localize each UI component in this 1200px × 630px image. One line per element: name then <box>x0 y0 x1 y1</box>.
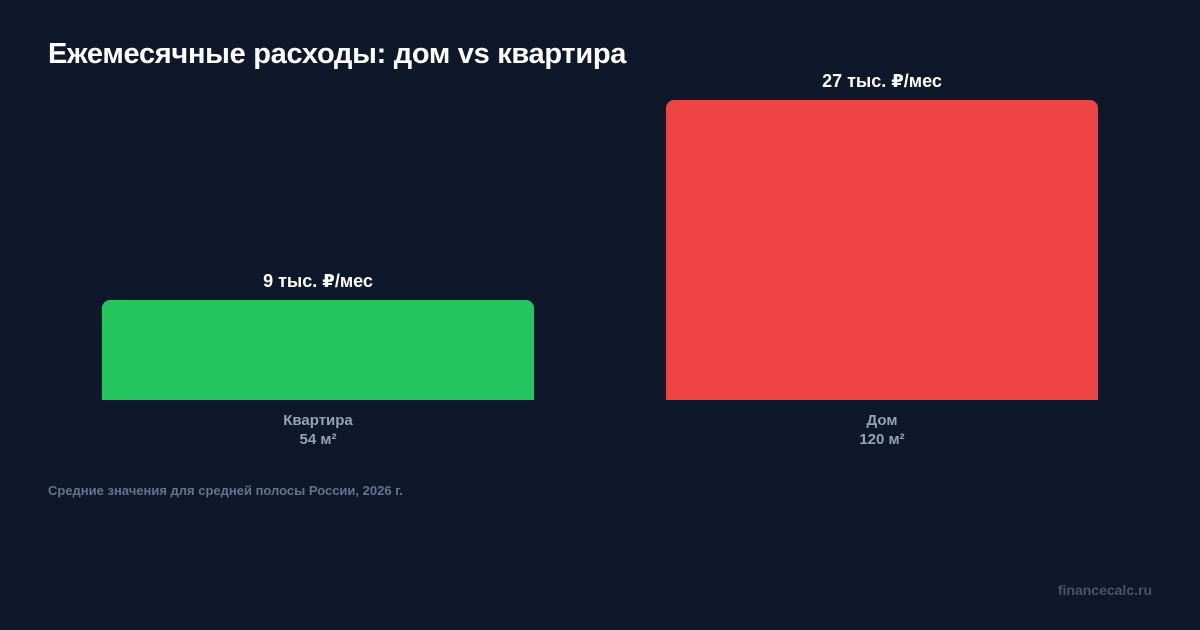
category-label: Дом 120 м² <box>666 411 1098 449</box>
bar-value-label: 27 тыс. ₽/мес <box>822 71 942 91</box>
source-label: financecalc.ru <box>1057 582 1152 598</box>
footnote: Средние значения для средней полосы Росс… <box>48 483 403 498</box>
category-name: Квартира <box>283 412 353 429</box>
bar-column: 27 тыс. ₽/мес Дом 120 м² <box>666 0 1098 630</box>
category-label: Квартира 54 м² <box>102 411 534 449</box>
bar-house <box>666 100 1098 400</box>
bar-value-label: 9 тыс. ₽/мес <box>263 271 373 291</box>
category-area: 54 м² <box>299 431 337 448</box>
bar-apartment <box>102 300 534 400</box>
category-name: Дом <box>866 412 898 429</box>
category-area: 120 м² <box>859 431 905 448</box>
bar-column: 9 тыс. ₽/мес Квартира 54 м² <box>102 0 534 630</box>
chart-title: Ежемесячные расходы: дом vs квартира <box>48 38 627 70</box>
